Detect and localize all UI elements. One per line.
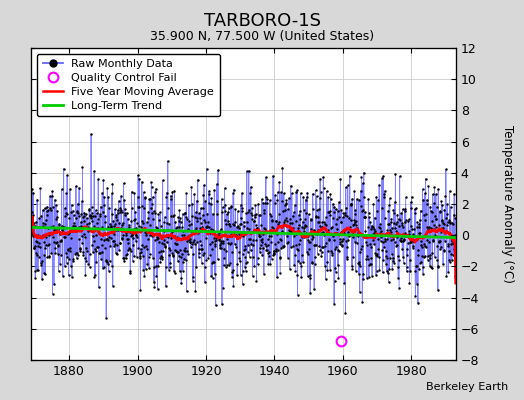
Legend: Raw Monthly Data, Quality Control Fail, Five Year Moving Average, Long-Term Tren: Raw Monthly Data, Quality Control Fail, …: [37, 54, 220, 116]
Text: Berkeley Earth: Berkeley Earth: [426, 382, 508, 392]
Y-axis label: Temperature Anomaly (°C): Temperature Anomaly (°C): [501, 125, 515, 283]
Text: 35.900 N, 77.500 W (United States): 35.900 N, 77.500 W (United States): [150, 30, 374, 43]
Text: TARBORO-1S: TARBORO-1S: [203, 12, 321, 30]
